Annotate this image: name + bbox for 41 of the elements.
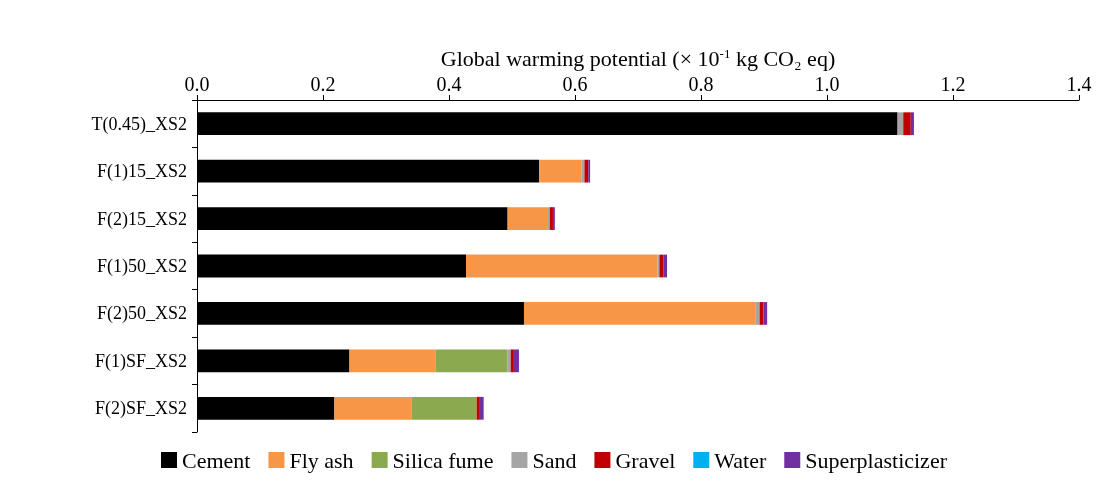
legend-label: Silica fume (392, 447, 494, 473)
bar (479, 396, 484, 420)
bar (755, 302, 760, 325)
y-tick-label: F(1)50_XS2 (96, 256, 187, 277)
bar (659, 254, 664, 278)
y-tick-label: T(0.45)_XS2 (91, 113, 187, 135)
legend-label: Gravel (615, 447, 676, 473)
bar (663, 254, 667, 278)
bar (523, 302, 756, 325)
bar (513, 349, 519, 373)
x-tick-label: 0.0 (184, 73, 210, 95)
bar (334, 396, 412, 420)
bar (349, 349, 436, 373)
legend-label: Fly ash (289, 447, 354, 473)
y-tick-label: F(2)SF_XS2 (94, 398, 187, 420)
x-tick-label: 0.6 (562, 73, 588, 95)
y-tick-label: F(2)50_XS2 (96, 303, 187, 325)
y-tick-label: F(1)SF_XS2 (94, 350, 187, 372)
y-tick-label: F(2)15_XS2 (96, 208, 187, 230)
bar (476, 396, 480, 420)
legend-label: Cement (182, 447, 251, 473)
bar (910, 112, 914, 136)
x-tick-label: 0.8 (688, 73, 714, 95)
x-tick-label: 0.2 (310, 73, 336, 95)
bar (539, 159, 582, 183)
y-tick-label: F(1)15_XS2 (96, 161, 187, 183)
bar (584, 159, 589, 183)
bar (435, 349, 508, 373)
x-tick-label: 1.4 (1066, 73, 1092, 95)
bar (466, 254, 658, 278)
legend-label: Sand (532, 447, 577, 473)
x-tick-label: 0.4 (436, 73, 462, 95)
bar (903, 112, 911, 136)
x-tick-label: 1.2 (940, 73, 966, 95)
x-tick-label: 1.0 (814, 73, 840, 95)
bar (507, 207, 548, 230)
legend-label: Water (714, 447, 767, 473)
bar (411, 396, 477, 420)
legend-label: Superplasticizer (805, 447, 948, 473)
bar (581, 159, 585, 183)
bar (763, 302, 768, 325)
